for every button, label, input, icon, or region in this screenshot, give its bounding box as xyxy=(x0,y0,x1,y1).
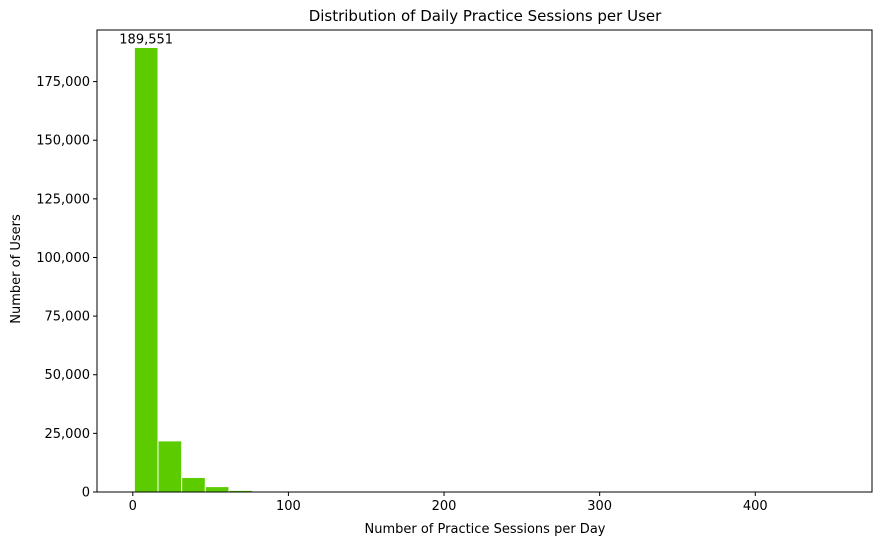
chart-title: Distribution of Daily Practice Sessions … xyxy=(309,7,662,25)
x-tick-label: 100 xyxy=(276,499,301,514)
x-tick-label: 200 xyxy=(432,499,457,514)
y-tick-label: 25,000 xyxy=(45,427,91,442)
y-tick-label: 100,000 xyxy=(36,251,90,266)
histogram-bar xyxy=(204,486,230,493)
bar-value-label: 189,551 xyxy=(119,32,173,47)
y-axis-title: Number of Users xyxy=(9,214,24,324)
axes-group: 0 100 200 300 400 0 25,000 50,000 75,000 100,000 1… xyxy=(36,29,873,514)
histogram-bar xyxy=(157,440,183,493)
y-tick-label: 50,000 xyxy=(45,368,91,383)
y-tick-label: 0 xyxy=(82,486,90,501)
y-tick-label: 125,000 xyxy=(36,192,90,207)
x-axis-title: Number of Practice Sessions per Day xyxy=(365,522,606,537)
x-tick-label: 400 xyxy=(743,499,768,514)
histogram-bar xyxy=(181,476,206,493)
x-tick-label: 0 xyxy=(129,499,137,514)
histogram-bar xyxy=(133,46,159,493)
y-tick-label: 150,000 xyxy=(36,134,90,149)
bars-group: 189,551 xyxy=(119,32,845,493)
y-tick-label: 175,000 xyxy=(36,75,90,90)
y-tick-label: 75,000 xyxy=(45,310,91,325)
x-tick-label: 300 xyxy=(587,499,612,514)
plot-frame xyxy=(96,29,873,493)
